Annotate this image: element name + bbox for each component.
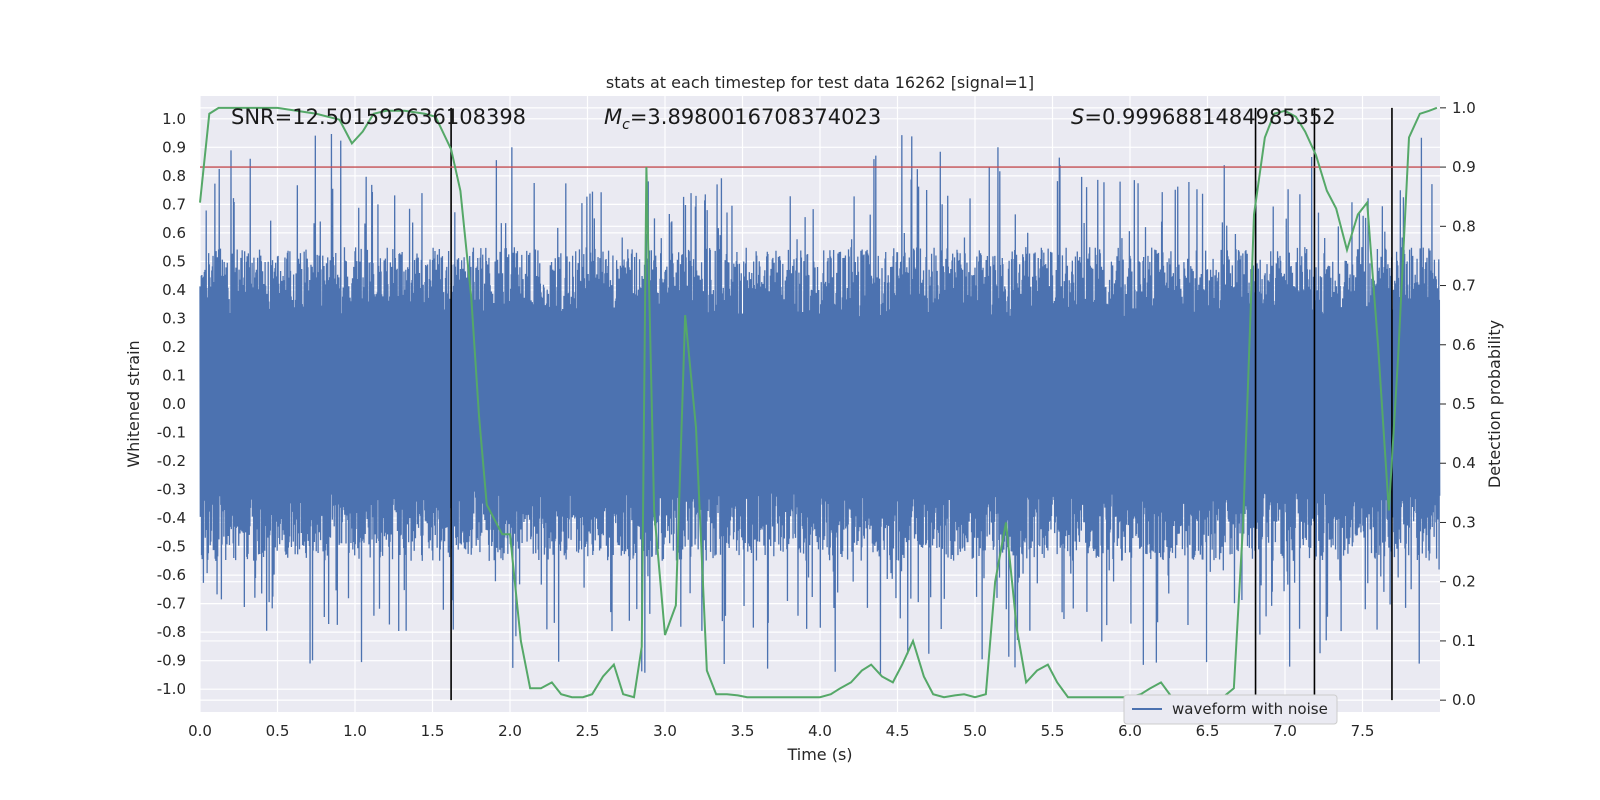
y2-tick-label: 0.7 (1452, 277, 1476, 295)
probability-line (199, 106, 1438, 699)
y2-tick-label: 0.6 (1452, 336, 1476, 354)
y-tick-label: -0.2 (157, 452, 186, 470)
mc-symbol: M (604, 105, 622, 129)
y-tick-label: -0.8 (157, 623, 186, 641)
x-tick-label: 7.5 (1351, 722, 1375, 740)
y-tick-label: 0.7 (162, 195, 186, 213)
y-tick-label: 0.3 (162, 309, 186, 327)
x-tick-label: 5.0 (963, 722, 987, 740)
y-tick-label: 0.6 (162, 224, 186, 242)
x-tick-label: 2.0 (498, 722, 522, 740)
mc-value: =3.8980016708374023 (630, 105, 881, 129)
strain-series (199, 134, 1441, 674)
x-tick-label: 6.5 (1196, 722, 1220, 740)
y-tick-label: -0.5 (157, 538, 186, 556)
probability-series (199, 106, 1438, 699)
x-tick-label: 0.5 (266, 722, 290, 740)
x-tick-label: 1.5 (421, 722, 445, 740)
y2-tick-label: 0.9 (1452, 158, 1476, 176)
strain-waveform-line (199, 134, 1441, 674)
y-tick-label: -0.4 (157, 509, 186, 527)
y-tick-label: 0.2 (162, 338, 186, 356)
y-tick-label: -0.9 (157, 652, 186, 670)
y-axis-label: Whitened strain (124, 340, 143, 467)
y-tick-label: -0.7 (157, 595, 186, 613)
y2-tick-label: 0.8 (1452, 217, 1476, 235)
y-tick-label: -1.0 (157, 680, 186, 698)
y2-axis-label: Detection probability (1485, 320, 1504, 488)
y-tick-label: -0.3 (157, 481, 186, 499)
y2-axis-ticks: 1.0 0.9 0.8 0.7 0.6 0.5 0.4 0.3 0.2 0.1 0.0 (1440, 99, 1476, 709)
score-annotation: S=0.9996881484985352 (1071, 105, 1336, 129)
y2-tick-label: 0.0 (1452, 691, 1476, 709)
x-tick-label: 7.0 (1273, 722, 1297, 740)
x-tick-label: 3.5 (731, 722, 755, 740)
y-tick-label: 0.4 (162, 281, 186, 299)
y2-tick-label: 0.5 (1452, 395, 1476, 413)
x-tick-label: 1.0 (343, 722, 367, 740)
y-tick-label: -0.1 (157, 424, 186, 442)
x-tick-label: 0.0 (188, 722, 212, 740)
y2-tick-label: 1.0 (1452, 99, 1476, 117)
y2-tick-label: 0.2 (1452, 573, 1476, 591)
y-tick-label: -0.6 (157, 566, 186, 584)
snr-annotation: SNR=12.501592636108398 (231, 105, 526, 129)
y-tick-label: 0.5 (162, 252, 186, 270)
chirp-mass-annotation: Mc=3.8980016708374023 (604, 105, 881, 133)
y-tick-label: 1.0 (162, 110, 186, 128)
y-tick-label: 0.9 (162, 138, 186, 156)
s-symbol: S (1071, 105, 1084, 129)
chart-title: stats at each timestep for test data 162… (606, 73, 1034, 92)
x-axis-ticks: 0.0 0.5 1.0 1.5 2.0 2.5 3.0 3.5 4.0 4.5 5.0 5.5 6.0 6… (188, 722, 1374, 740)
y-tick-label: 0.8 (162, 167, 186, 185)
legend-box (1123, 694, 1338, 725)
x-tick-label: 4.5 (886, 722, 910, 740)
y-tick-label: 0.1 (162, 366, 186, 384)
x-tick-label: 3.0 (653, 722, 677, 740)
legend-label-waveform: waveform with noise (1172, 700, 1328, 718)
x-axis-label: Time (s) (786, 745, 852, 764)
x-tick-label: 4.0 (808, 722, 832, 740)
legend: waveform with noise (1123, 694, 1338, 725)
s-value: =0.9996881484985352 (1084, 105, 1335, 129)
y2-tick-label: 0.1 (1452, 632, 1476, 650)
mc-subscript: c (622, 117, 630, 133)
y2-tick-label: 0.4 (1452, 454, 1476, 472)
x-tick-label: 6.0 (1118, 722, 1142, 740)
y2-tick-label: 0.3 (1452, 513, 1476, 531)
y-tick-label: 0.0 (162, 395, 186, 413)
x-tick-label: 5.5 (1041, 722, 1065, 740)
x-tick-label: 2.5 (576, 722, 600, 740)
y-axis-ticks: 1.0 0.9 0.8 0.7 0.6 0.5 0.4 0.3 0.2 0.1 0.0 -0.1 -0.… (157, 110, 186, 698)
